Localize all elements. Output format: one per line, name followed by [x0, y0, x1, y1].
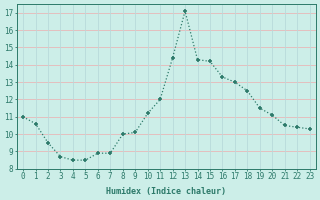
X-axis label: Humidex (Indice chaleur): Humidex (Indice chaleur) [106, 187, 226, 196]
